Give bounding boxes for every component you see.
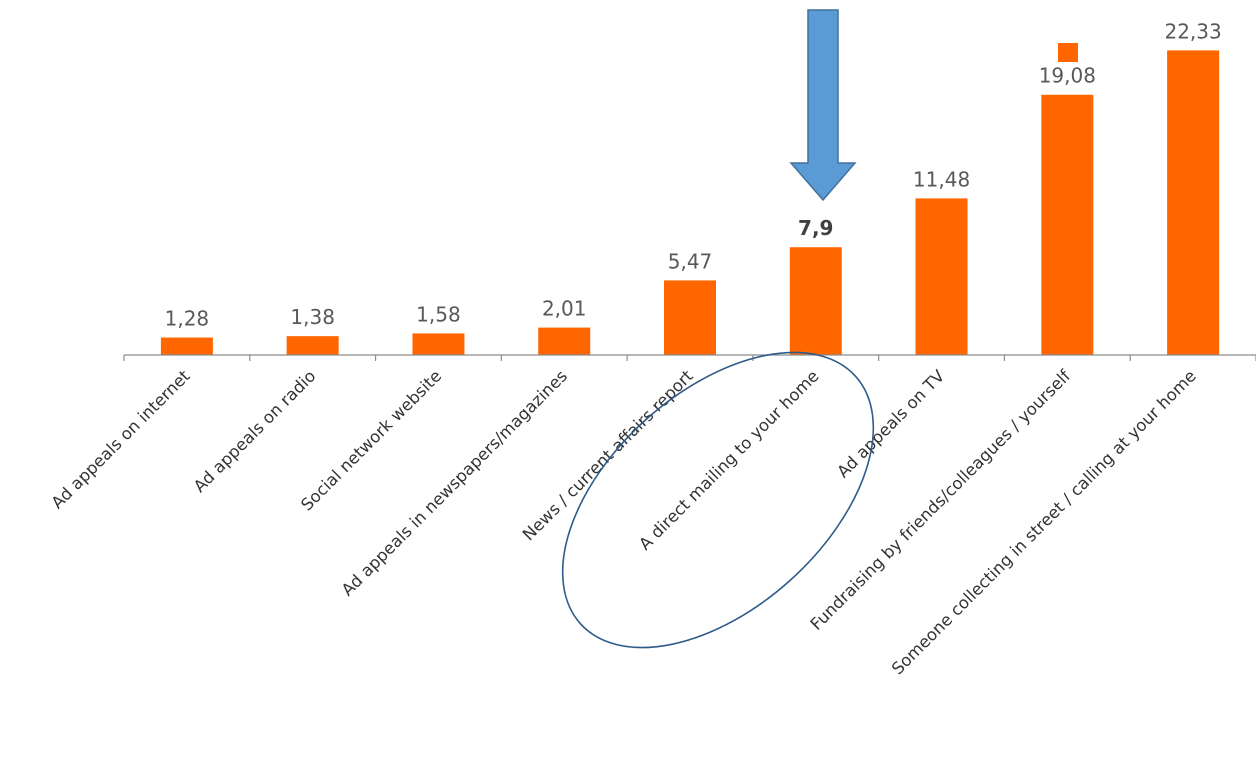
legend-swatch xyxy=(1058,43,1078,62)
data-label: 1,58 xyxy=(416,302,461,326)
category-tick-label: Ad appeals on radio xyxy=(190,366,320,496)
data-label: 1,28 xyxy=(165,307,210,331)
category-tick-label: Ad appeals on internet xyxy=(48,366,194,512)
data-label: 2,01 xyxy=(542,297,587,321)
bar xyxy=(412,333,465,355)
data-label: 22,33 xyxy=(1164,19,1221,43)
value-labels: 1,28 1,38 1,58 2,01 5,47 7,9 11,48 19,08 22,33 xyxy=(165,19,1222,330)
category-tick-label: Someone collecting in street / calling a… xyxy=(888,366,1200,678)
category-tick-label: Ad appeals on TV xyxy=(833,366,948,481)
category-tick-label: Ad appeals in newspapers/magazines xyxy=(338,366,571,599)
highlight-ellipse xyxy=(561,351,875,649)
data-label: 1,38 xyxy=(290,305,335,329)
bar xyxy=(286,336,339,355)
category-tick-label: Social network website xyxy=(297,366,445,514)
bar xyxy=(915,198,968,355)
category-tick-label: Fundraising by friends/colleagues / your… xyxy=(807,366,1075,634)
bar xyxy=(538,327,591,355)
bar xyxy=(1167,50,1220,356)
data-label: 7,9 xyxy=(798,216,833,240)
bar xyxy=(160,337,213,355)
data-label: 11,48 xyxy=(913,167,970,191)
bar xyxy=(789,247,842,355)
bar xyxy=(1041,94,1094,355)
data-label: 19,08 xyxy=(1039,64,1096,88)
data-label: 5,47 xyxy=(668,249,713,273)
x-axis-ticks xyxy=(123,355,1256,361)
bar xyxy=(664,280,716,355)
bars-layer xyxy=(160,50,1220,356)
down-arrow-icon xyxy=(789,9,857,202)
